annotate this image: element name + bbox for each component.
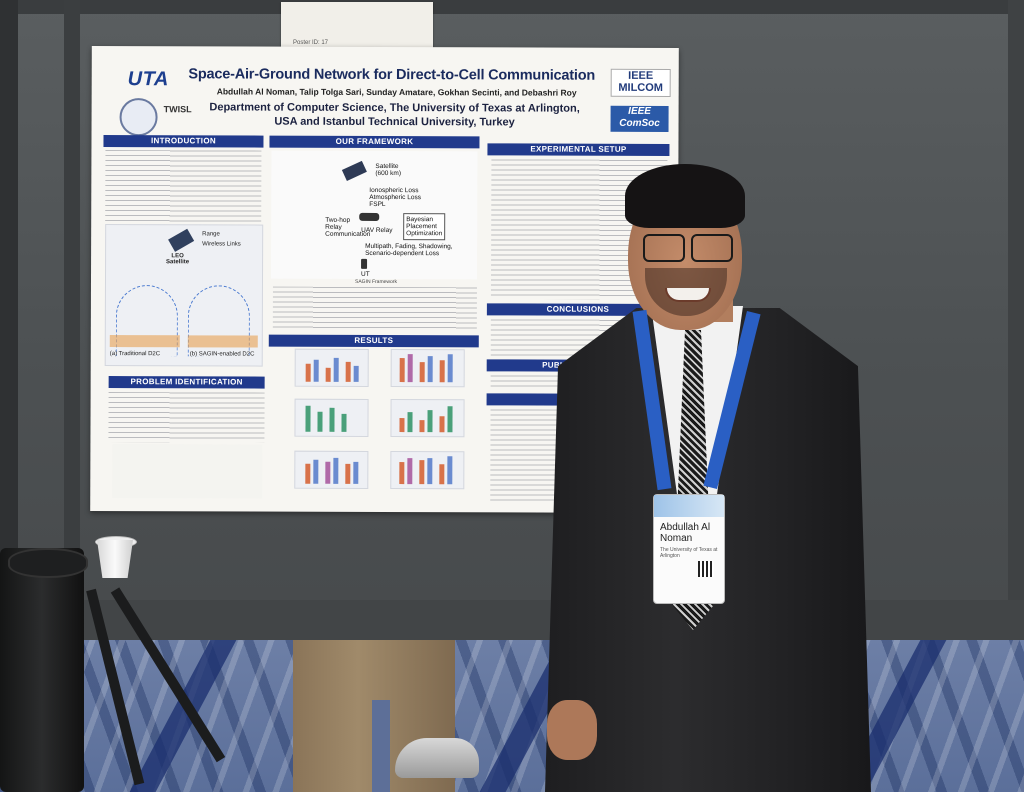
drone-icon (359, 212, 380, 221)
hand (547, 700, 597, 760)
university-seal-icon (119, 98, 158, 137)
phone-icon (361, 258, 368, 269)
sneaker (395, 738, 479, 778)
board-frame-top (0, 0, 1024, 14)
results-chart (294, 450, 369, 489)
badge-organization: The University of Texas at Arlington (660, 547, 718, 559)
qr-code-icon (698, 561, 714, 577)
problem-equations (112, 444, 263, 499)
intro-figure: Range Wireless Links LEO Satellite (a) T… (104, 224, 264, 367)
poster-tube (0, 548, 84, 792)
framework-diagram: Satellite (600 km) Ionospheric Loss Atmo… (271, 150, 478, 280)
board-edge (1008, 0, 1024, 640)
leg-gap (372, 700, 390, 792)
plastic-cup (97, 540, 133, 578)
results-chart (294, 398, 369, 437)
name-badge: Abdullah Al Noman The University of Texa… (653, 494, 725, 604)
badge-name: Abdullah Al Noman (660, 522, 711, 544)
comsoc-logo: IEEE ComSoc (610, 105, 669, 132)
results-chart (390, 349, 465, 388)
section-results: RESULTS (268, 334, 479, 348)
results-chart (294, 348, 369, 387)
smile (665, 288, 711, 302)
contributions-text (272, 286, 477, 332)
hair (625, 164, 745, 228)
satellite-icon (168, 228, 195, 252)
results-chart (390, 451, 465, 490)
section-introduction: INTRODUCTION (103, 135, 264, 148)
board-post (64, 0, 80, 600)
poster-affiliation: Department of Computer Science, The Univ… (209, 101, 580, 129)
results-chart (390, 399, 465, 438)
poster-title: Space-Air-Ground Network for Direct-to-C… (188, 66, 596, 84)
milcom-logo: IEEE MILCOM (610, 68, 671, 97)
poster-authors: Abdullah Al Noman, Talip Tolga Sari, Sun… (216, 86, 577, 98)
problem-text (108, 392, 265, 443)
intro-text (105, 150, 262, 223)
poster-id-note: Poster ID: 17 (281, 2, 433, 52)
section-experimental-setup: EXPERIMENTAL SETUP (487, 143, 670, 156)
twisl-logo: TWISL (163, 104, 192, 115)
presenter: Abdullah Al Noman The University of Texa… (545, 160, 885, 792)
glasses-icon (639, 234, 733, 262)
framework-caption: SAGIN Framework (354, 278, 397, 286)
uta-logo: UTA (127, 68, 169, 91)
poster-tube-cap (8, 548, 88, 578)
satellite-icon (341, 160, 367, 181)
section-problem-identification: PROBLEM IDENTIFICATION (108, 376, 265, 389)
section-framework: OUR FRAMEWORK (269, 135, 480, 149)
board-post (0, 0, 18, 560)
